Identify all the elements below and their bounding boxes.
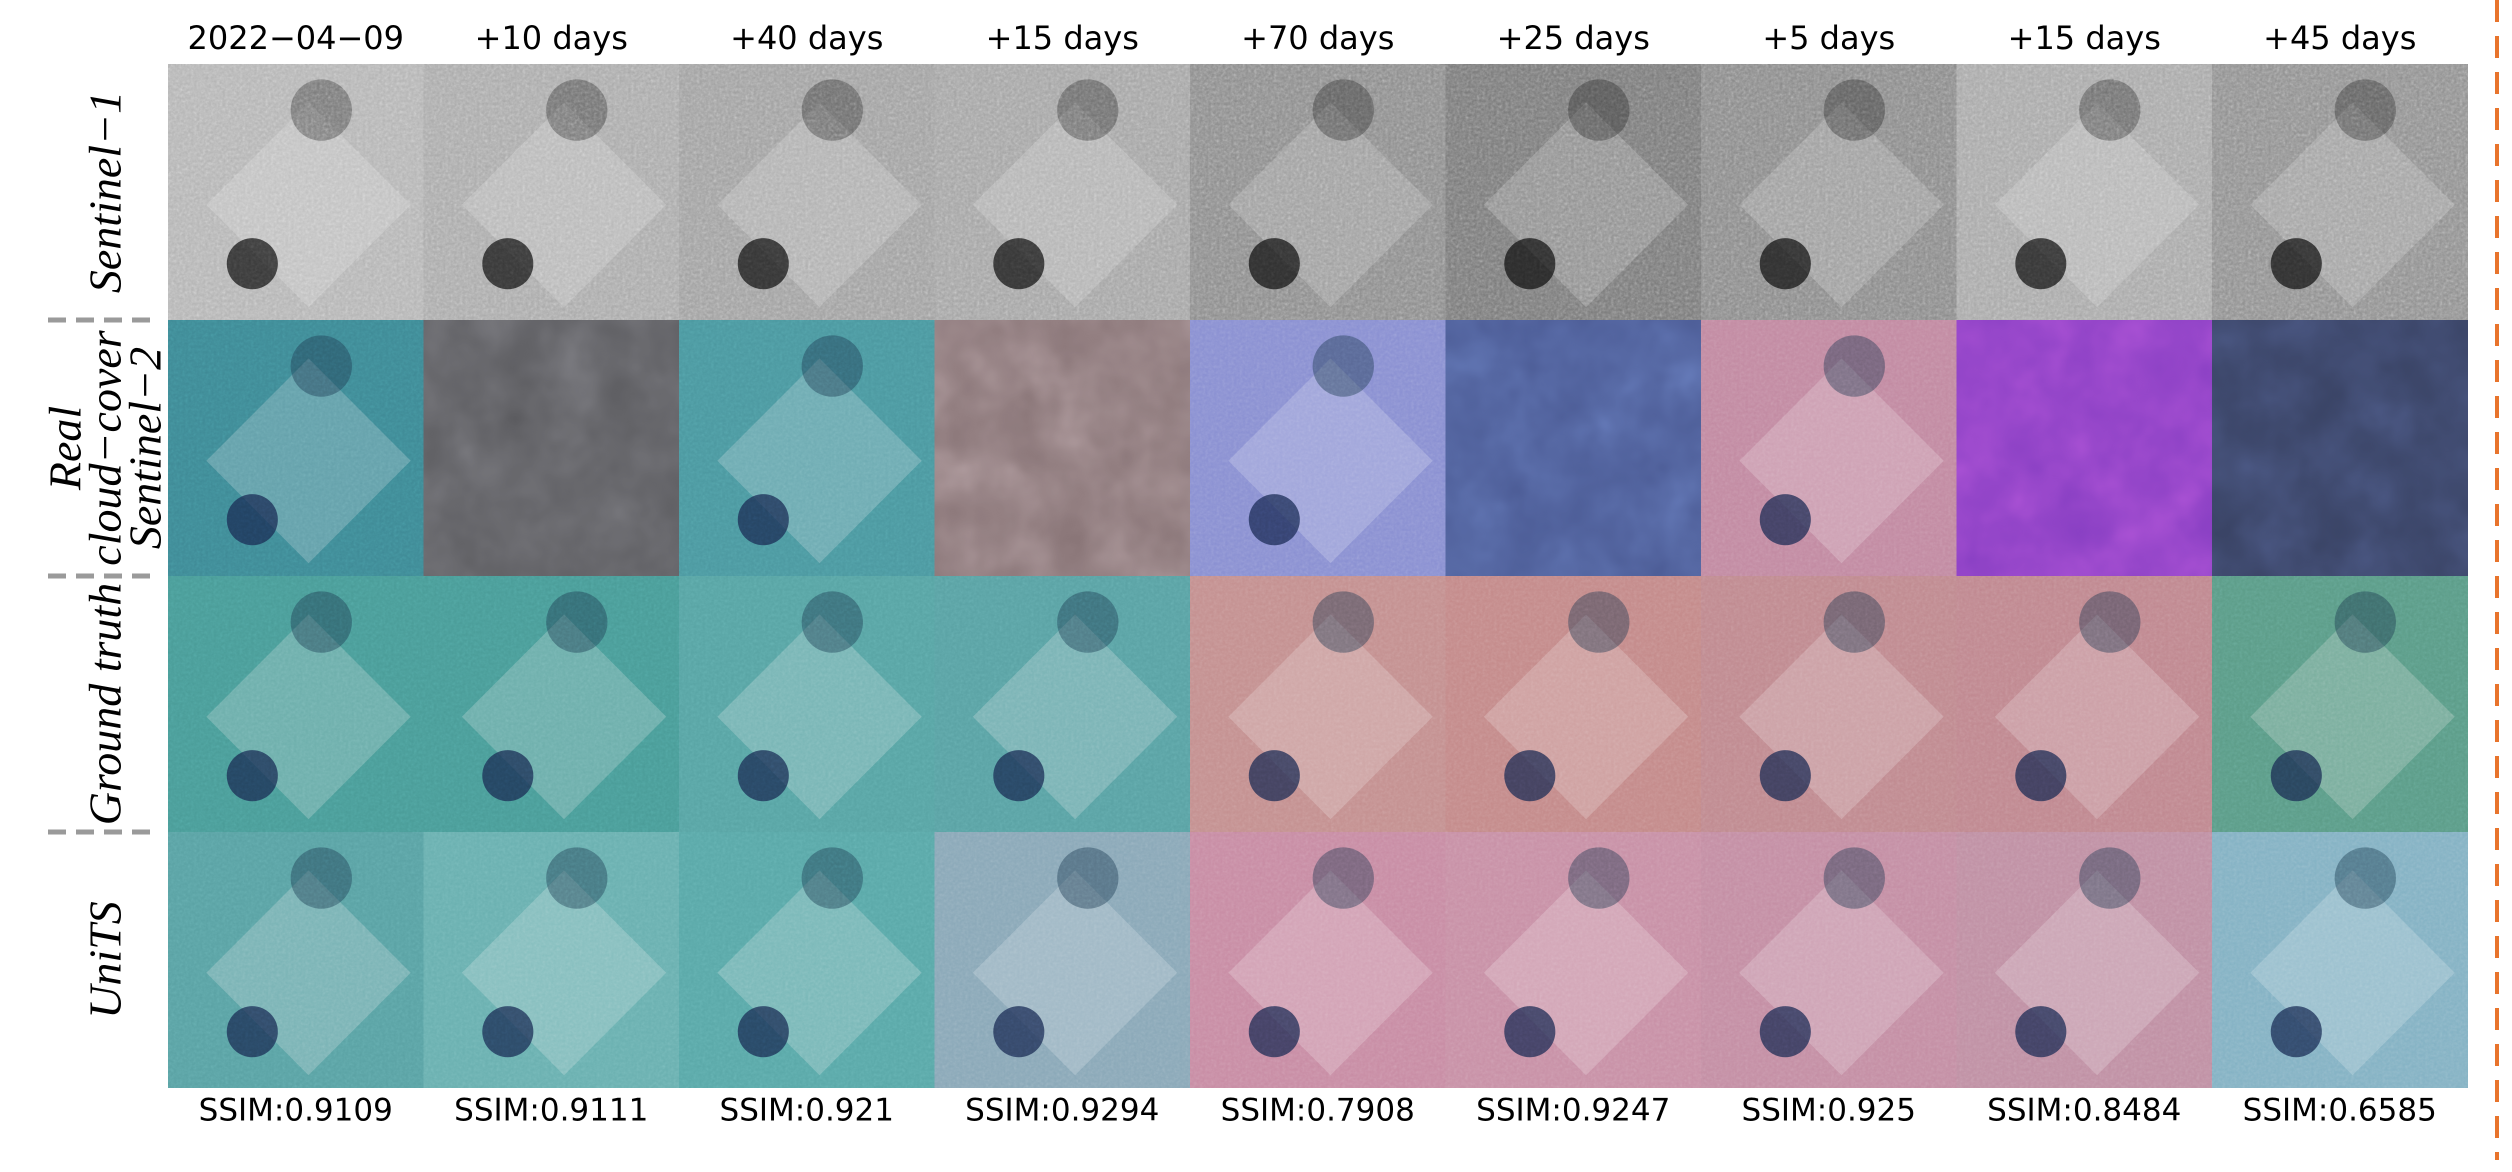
ssim-label: SSIM:0.9247 xyxy=(1476,1093,1670,1129)
texture xyxy=(423,64,680,321)
texture xyxy=(2212,832,2468,1088)
row-label: Real xyxy=(40,406,91,491)
texture xyxy=(1701,576,1958,833)
texture xyxy=(1956,832,2213,1088)
texture xyxy=(168,576,425,833)
texture xyxy=(1956,64,2213,321)
column-header: +45 days xyxy=(2263,19,2416,57)
texture xyxy=(1445,320,1702,577)
texture xyxy=(423,832,680,1088)
texture xyxy=(679,832,936,1088)
column-header: +15 days xyxy=(986,19,1139,57)
texture xyxy=(934,64,1191,321)
column-header: 2022−04−09 xyxy=(188,19,405,57)
texture xyxy=(1190,576,1447,833)
texture xyxy=(679,576,936,833)
column-header: +5 days xyxy=(1762,19,1895,57)
texture xyxy=(679,64,936,321)
texture xyxy=(934,320,1191,577)
texture xyxy=(1701,832,1958,1088)
ssim-label: SSIM:0.6585 xyxy=(2243,1093,2437,1129)
texture xyxy=(934,576,1191,833)
row-label: Sentinel−2 xyxy=(120,347,171,549)
texture xyxy=(934,832,1191,1088)
column-header: +70 days xyxy=(1241,19,1394,57)
texture xyxy=(2212,64,2468,321)
column-header: +40 days xyxy=(730,19,883,57)
ssim-label: SSIM:0.921 xyxy=(720,1093,894,1129)
row-label: Ground truth xyxy=(80,583,131,825)
texture xyxy=(2212,576,2468,833)
texture xyxy=(1445,64,1702,321)
ssim-label: SSIM:0.7908 xyxy=(1221,1093,1415,1129)
texture xyxy=(168,320,425,577)
ssim-label: SSIM:0.925 xyxy=(1742,1093,1916,1129)
texture xyxy=(1445,576,1702,833)
texture xyxy=(1956,320,2213,577)
row-label: UniTS xyxy=(80,901,131,1019)
ssim-label: SSIM:0.9109 xyxy=(199,1093,393,1129)
texture xyxy=(1190,832,1447,1088)
ssim-label: SSIM:0.9111 xyxy=(454,1093,648,1129)
texture xyxy=(1956,576,2213,833)
texture xyxy=(679,320,936,577)
column-header: +15 days xyxy=(2008,19,2161,57)
texture xyxy=(1701,64,1958,321)
texture xyxy=(1701,320,1958,577)
texture xyxy=(168,832,425,1088)
row-separators xyxy=(48,317,160,835)
texture xyxy=(168,64,425,321)
texture xyxy=(1190,320,1447,577)
ssim-label: SSIM:0.8484 xyxy=(1987,1093,2181,1129)
texture xyxy=(423,320,680,577)
image-grid xyxy=(168,64,2468,1088)
texture xyxy=(423,576,680,833)
texture xyxy=(1190,64,1447,321)
texture xyxy=(2212,320,2468,577)
column-header: +25 days xyxy=(1497,19,1650,57)
column-header: +10 days xyxy=(475,19,628,57)
texture xyxy=(1445,832,1702,1088)
row-label: Sentinel−1 xyxy=(80,91,131,293)
ssim-label: SSIM:0.9294 xyxy=(965,1093,1159,1129)
row-label: cloud−cover xyxy=(80,329,131,565)
